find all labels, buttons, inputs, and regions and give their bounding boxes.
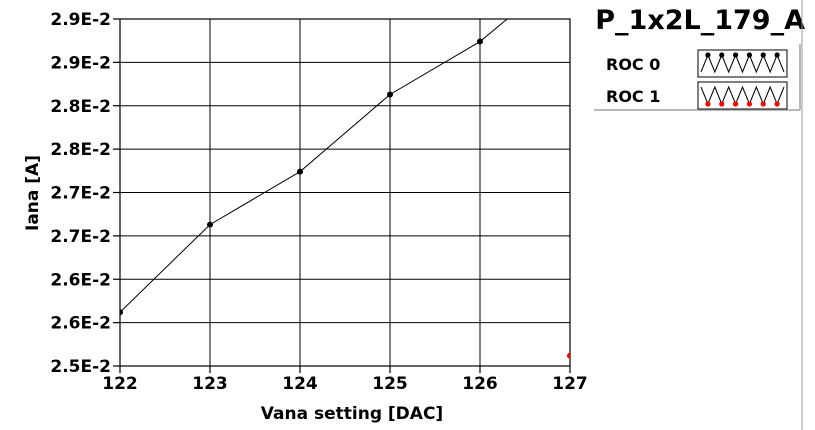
data-point-roc0 <box>387 91 393 98</box>
legend-marker-roc1 <box>732 101 739 107</box>
y-tick-label: 2.6E-2 <box>50 270 111 290</box>
legend-marker-roc0 <box>774 52 780 58</box>
data-point-roc0 <box>297 168 303 175</box>
legend-marker-roc0 <box>705 52 711 58</box>
data-point-roc0 <box>120 309 123 316</box>
y-tick-label: 2.5E-2 <box>50 357 111 377</box>
legend-marker-roc1 <box>719 101 725 107</box>
legend-label-roc1: ROC 1 <box>606 87 660 106</box>
x-tick-label: 127 <box>552 374 588 394</box>
axis-ticks <box>113 18 571 373</box>
legend-label-roc0: ROC 0 <box>606 55 660 74</box>
series <box>120 19 570 359</box>
legend-line-roc0 <box>700 53 785 74</box>
y-tick-label: 2.7E-2 <box>50 184 111 204</box>
x-tick-label: 123 <box>192 374 228 394</box>
legend-line-roc1 <box>700 85 785 106</box>
y-tick-label: 2.7E-2 <box>50 227 111 247</box>
y-tick-label: 2.8E-2 <box>50 140 111 160</box>
data-point-roc0 <box>477 38 483 45</box>
legend-marker-roc1 <box>705 101 711 107</box>
legend-marker-roc0 <box>732 52 739 58</box>
legend-marker-roc1 <box>774 101 780 107</box>
y-tick-label: 2.6E-2 <box>50 314 111 334</box>
x-tick-label: 125 <box>372 374 408 394</box>
x-tick-label: 122 <box>102 374 138 394</box>
tick-labels: 122 123 124 125 126 127 2.5E-2 2.6E-2 2.6E-2 2.7E… <box>50 10 587 394</box>
data-point-roc1 <box>567 352 570 359</box>
series-line-roc0 <box>120 19 508 313</box>
grid <box>119 18 571 367</box>
x-tick-label: 126 <box>462 374 498 394</box>
legend: ROC 0 ROC 1 <box>594 0 803 430</box>
data-point-roc0 <box>207 221 213 228</box>
y-tick-label: 2.8E-2 <box>50 97 111 117</box>
x-axis-label: Vana setting [DAC] <box>261 404 443 424</box>
legend-marker-roc1 <box>746 101 753 107</box>
chart-title: P_1x2L_179_A <box>595 5 805 36</box>
legend-marker-roc0 <box>719 52 725 58</box>
legend-marker-roc0 <box>746 52 753 58</box>
y-tick-label: 2.9E-2 <box>50 53 111 73</box>
legend-marker-roc1 <box>760 101 766 107</box>
y-tick-label: 2.9E-2 <box>50 10 111 30</box>
legend-marker-roc0 <box>760 52 766 58</box>
y-axis-label: Iana [A] <box>23 155 43 231</box>
x-tick-label: 124 <box>282 374 318 394</box>
